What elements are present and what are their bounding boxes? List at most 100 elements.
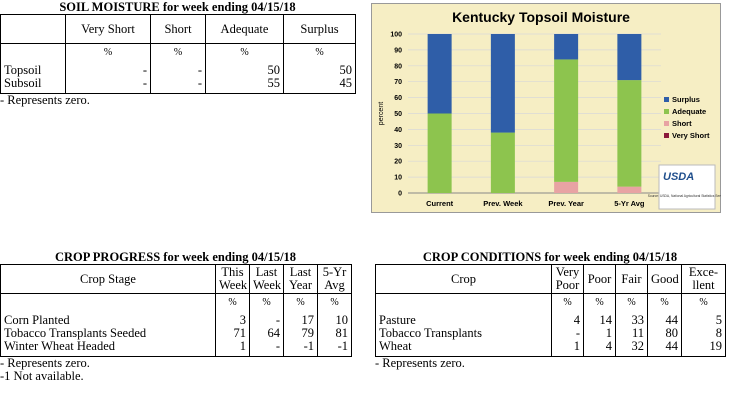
pad-row	[0, 90, 356, 94]
crop-progress: CROP PROGRESS for week ending 04/15/18 Cr…	[0, 250, 352, 383]
legend-swatch	[664, 109, 669, 114]
legend-swatch	[664, 133, 669, 138]
data-row: Corn Planted 3-17 10	[0, 314, 352, 327]
data-row: Pasture 4 14 33 44 5	[375, 314, 726, 327]
data-row: Subsoil - -55 45	[0, 77, 356, 90]
cell: 14	[583, 314, 616, 327]
cell: 50	[283, 64, 356, 77]
pad	[205, 90, 284, 94]
cell: -	[65, 77, 151, 90]
source: Source: USDA, National Agricultural Stat…	[648, 194, 721, 198]
unit: %	[283, 43, 356, 64]
pad	[583, 353, 616, 357]
cell: 33	[615, 314, 648, 327]
cell: 19	[681, 340, 726, 353]
column-header: Short	[150, 14, 206, 44]
cell: 79	[283, 327, 318, 340]
cell: 55	[205, 77, 284, 90]
table-title: CROP CONDITIONS for week ending 04/15/18	[422, 250, 678, 264]
pad	[249, 353, 284, 357]
bar-segment	[617, 34, 642, 81]
legend-label: Very Short	[672, 131, 710, 140]
cell: 10	[317, 314, 352, 327]
y-tick-label: 40	[394, 127, 402, 134]
table-title: CROP PROGRESS for week ending 04/15/18	[54, 250, 297, 264]
cell: 45	[283, 77, 356, 90]
cell: 50	[205, 64, 284, 77]
cell: 80	[647, 327, 682, 340]
y-tick-label: 0	[398, 191, 402, 198]
stub-header: Crop	[375, 264, 552, 294]
cell: 32	[615, 340, 648, 353]
unit: %	[283, 293, 318, 314]
column-header: Adequate	[205, 14, 284, 44]
data-row: Topsoil - -50 50	[0, 64, 356, 77]
unit: %	[317, 293, 352, 314]
cell: 11	[615, 327, 648, 340]
header-row: Crop Very Poor Poor Fair Good Exce- llent	[375, 264, 726, 294]
y-tick-label: 100	[390, 32, 402, 39]
bar-segment	[490, 34, 515, 133]
cell: 71	[215, 327, 250, 340]
cell: -1	[317, 340, 352, 353]
column-header: Exce- llent	[681, 264, 726, 294]
crop-conditions: CROP CONDITIONS for week ending 04/15/18…	[375, 250, 726, 370]
unit: %	[583, 293, 616, 314]
column-header: Surplus	[283, 14, 356, 44]
soil-moisture: SOIL MOISTURE for week ending 04/15/18 Ve…	[0, 0, 356, 107]
unit: %	[65, 43, 151, 64]
data-row: Tobacco Transplants -1 11 80 8	[375, 327, 726, 340]
column-header: Fair	[615, 264, 648, 294]
chart-title: Kentucky Topsoil Moisture	[452, 9, 630, 25]
row-label: Pasture	[375, 314, 552, 327]
column-header: Very Poor	[551, 264, 584, 294]
bar-segment	[554, 59, 579, 182]
column-header: Last Week	[249, 264, 284, 294]
y-axis-label: percent	[378, 102, 385, 125]
cell: -	[65, 64, 151, 77]
cell: 64	[249, 327, 284, 340]
column-header: Good	[647, 264, 682, 294]
pad	[150, 90, 206, 94]
logo: USDA	[663, 171, 694, 183]
column-header: Poor	[583, 264, 616, 294]
pad	[615, 353, 648, 357]
note: - Represents zero.	[375, 356, 465, 370]
unit-stub	[0, 43, 66, 64]
unit-row: %%%%	[0, 293, 352, 314]
cell: 1	[551, 340, 584, 353]
pad	[647, 353, 682, 357]
table-title: SOIL MOISTURE for week ending 04/15/18	[59, 0, 296, 14]
row-label: Topsoil	[0, 64, 66, 77]
pad	[551, 353, 584, 357]
column-header: 5-Yr Avg	[317, 264, 352, 294]
bar-segment	[617, 80, 642, 187]
x-tick-label: 5-Yr Avg	[614, 199, 645, 208]
unit: %	[205, 43, 284, 64]
legend-swatch	[664, 97, 669, 102]
x-tick-label: Current	[426, 199, 454, 208]
stub-header: Crop Stage	[0, 264, 216, 294]
bar-segment	[554, 181, 579, 193]
bar-segment	[427, 113, 452, 193]
column-header: Last Year	[283, 264, 318, 294]
y-tick-label: 70	[394, 79, 402, 86]
y-tick-label: 80	[394, 63, 402, 70]
note: - Represents zero.	[0, 356, 90, 370]
data-row: Wheat 1 4 32 44 19	[375, 340, 726, 353]
cell: 17	[283, 314, 318, 327]
data-row: Winter Wheat Headed 1- -1 -1	[0, 340, 352, 353]
y-tick-label: 60	[394, 95, 402, 102]
pad	[283, 90, 356, 94]
cell: 44	[647, 340, 682, 353]
cell: 8	[681, 327, 726, 340]
x-tick-label: Prev. Year	[548, 199, 584, 208]
pad-row	[0, 353, 352, 357]
bar-segment	[427, 34, 452, 114]
y-tick-label: 90	[394, 47, 402, 54]
pad	[215, 353, 250, 357]
cell: 5	[681, 314, 726, 327]
unit: %	[647, 293, 682, 314]
row-label: Wheat	[375, 340, 552, 353]
row-label: Corn Planted	[0, 314, 216, 327]
